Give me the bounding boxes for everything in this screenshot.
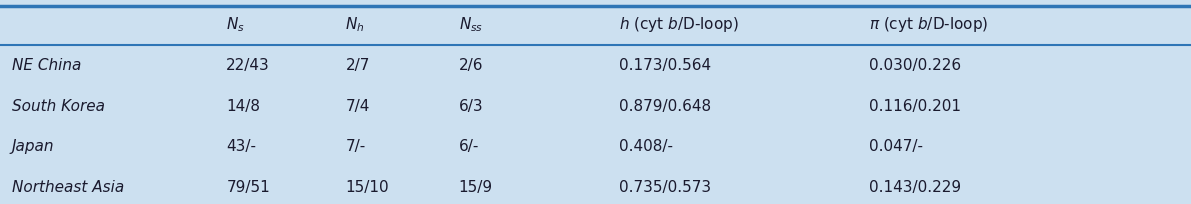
Text: 79/51: 79/51 [226, 180, 270, 195]
Text: 0.735/0.573: 0.735/0.573 [619, 180, 711, 195]
Text: 0.879/0.648: 0.879/0.648 [619, 99, 711, 114]
Text: 0.030/0.226: 0.030/0.226 [869, 58, 961, 73]
Text: 0.143/0.229: 0.143/0.229 [869, 180, 961, 195]
Text: 2/7: 2/7 [345, 58, 369, 73]
Text: Japan: Japan [12, 139, 55, 154]
Text: 15/10: 15/10 [345, 180, 389, 195]
Text: NE China: NE China [12, 58, 81, 73]
Text: $N_s$: $N_s$ [226, 15, 245, 34]
Text: $N_h$: $N_h$ [345, 15, 364, 34]
Text: 14/8: 14/8 [226, 99, 261, 114]
Text: 22/43: 22/43 [226, 58, 270, 73]
Text: South Korea: South Korea [12, 99, 105, 114]
Text: $N_{ss}$: $N_{ss}$ [459, 15, 482, 34]
Text: 7/-: 7/- [345, 139, 366, 154]
Text: $h$ (cyt $b$/D-loop): $h$ (cyt $b$/D-loop) [619, 15, 740, 34]
Text: 15/9: 15/9 [459, 180, 493, 195]
Text: 0.173/0.564: 0.173/0.564 [619, 58, 711, 73]
Text: 43/-: 43/- [226, 139, 256, 154]
Text: 0.047/-: 0.047/- [869, 139, 923, 154]
Text: $\pi$ (cyt $b$/D-loop): $\pi$ (cyt $b$/D-loop) [869, 15, 989, 34]
Text: 7/4: 7/4 [345, 99, 369, 114]
Text: 6/3: 6/3 [459, 99, 484, 114]
Text: 0.408/-: 0.408/- [619, 139, 673, 154]
Text: Northeast Asia: Northeast Asia [12, 180, 124, 195]
Text: 0.116/0.201: 0.116/0.201 [869, 99, 961, 114]
Text: 6/-: 6/- [459, 139, 479, 154]
Text: 2/6: 2/6 [459, 58, 484, 73]
